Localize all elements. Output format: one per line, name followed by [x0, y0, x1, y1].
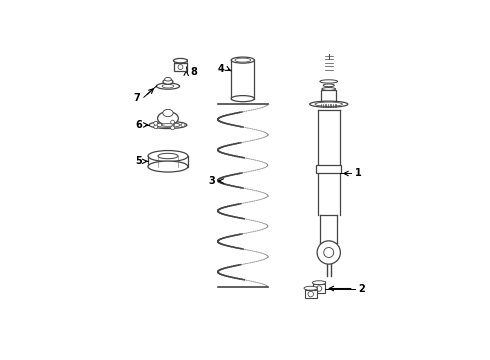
Ellipse shape: [320, 80, 338, 83]
Ellipse shape: [322, 87, 336, 90]
Circle shape: [317, 241, 341, 264]
Bar: [321, 90, 336, 104]
Circle shape: [316, 286, 322, 291]
Circle shape: [324, 247, 334, 257]
Text: 3: 3: [208, 176, 215, 186]
Text: 5: 5: [136, 156, 143, 166]
Ellipse shape: [304, 286, 318, 290]
Ellipse shape: [148, 150, 188, 162]
Ellipse shape: [310, 101, 348, 107]
Ellipse shape: [323, 84, 334, 87]
Ellipse shape: [231, 57, 254, 63]
Ellipse shape: [173, 58, 188, 63]
Text: 4: 4: [218, 64, 225, 74]
Text: 2: 2: [359, 284, 366, 293]
Text: 6: 6: [136, 120, 143, 130]
Ellipse shape: [162, 84, 174, 88]
Ellipse shape: [163, 79, 173, 84]
Ellipse shape: [231, 96, 254, 102]
Circle shape: [154, 125, 158, 129]
Ellipse shape: [156, 123, 180, 127]
Ellipse shape: [148, 161, 188, 172]
Circle shape: [171, 126, 174, 130]
Ellipse shape: [158, 153, 178, 159]
Bar: [313, 284, 325, 293]
Ellipse shape: [163, 109, 173, 117]
Circle shape: [178, 64, 183, 69]
Bar: [305, 290, 317, 298]
Circle shape: [181, 123, 185, 127]
Text: 1: 1: [355, 168, 362, 179]
Bar: [174, 63, 187, 72]
Ellipse shape: [165, 77, 172, 81]
Bar: [316, 165, 342, 173]
Text: 7: 7: [133, 93, 140, 103]
Ellipse shape: [156, 83, 180, 89]
Ellipse shape: [149, 121, 187, 129]
Circle shape: [308, 291, 314, 297]
Circle shape: [171, 120, 174, 124]
Text: 8: 8: [190, 67, 197, 77]
Ellipse shape: [312, 281, 326, 285]
Ellipse shape: [158, 112, 178, 125]
Ellipse shape: [161, 123, 174, 126]
Circle shape: [154, 121, 158, 125]
